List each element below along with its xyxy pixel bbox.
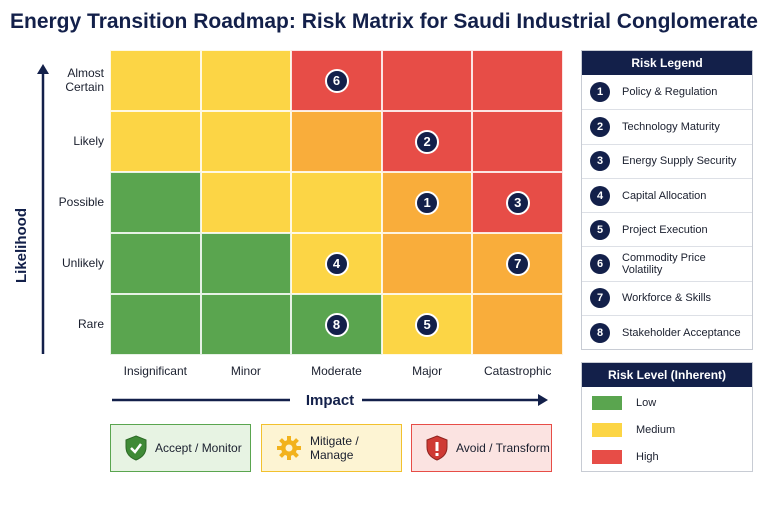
legend-row: 8 Stakeholder Acceptance: [582, 315, 752, 349]
risk-level-label: Low: [636, 396, 657, 409]
strategy-box: Mitigate / Manage: [261, 424, 402, 472]
legend-badge: 6: [590, 254, 610, 275]
legend-label: Commodity Price Volatility: [622, 252, 706, 277]
matrix-cell: [291, 111, 382, 172]
legend-row: 5 Project Execution: [582, 212, 752, 246]
legend-label: Energy Supply Security: [622, 155, 737, 168]
legend-badge: 7: [590, 288, 610, 309]
y-tick-label: Unlikely: [61, 256, 104, 270]
legend-badge: 1: [590, 82, 610, 103]
risk-level-row: High: [582, 443, 752, 470]
legend-row: 6 Commodity Price Volatility: [582, 246, 752, 280]
matrix-cell: [472, 50, 563, 111]
shield-alert-icon: [426, 435, 448, 461]
risk-level-label: Medium: [636, 423, 676, 436]
risk-level-title: Risk Level (Inherent): [582, 363, 752, 387]
risk-level-swatch: [592, 449, 622, 464]
matrix-cell: [472, 294, 563, 355]
x-axis-arrow: [112, 394, 548, 406]
legend-row: 7 Workforce & Skills: [582, 280, 752, 315]
legend-badge: 3: [590, 151, 610, 172]
matrix-cell: [200, 294, 292, 355]
risk-level-swatch: [592, 422, 622, 437]
matrix-cell: [200, 111, 292, 172]
risk-level-row: Medium: [582, 416, 752, 443]
gear-icon: [276, 435, 302, 461]
legend-badge: 8: [590, 322, 610, 343]
matrix-cell: [110, 50, 201, 111]
risk-matrix-grid: 1 2 3 4 5 6 7 8: [110, 50, 563, 355]
risk-marker[interactable]: 8: [324, 312, 349, 337]
legend-label: Workforce & Skills: [622, 292, 712, 305]
risk-marker[interactable]: 5: [415, 312, 440, 337]
y-tick-label: Almost Certain: [65, 66, 104, 94]
legend-label: Stakeholder Acceptance: [622, 326, 741, 339]
strategy-label: Avoid / Transform: [456, 441, 550, 455]
legend-row: 4 Capital Allocation: [582, 177, 752, 212]
x-tick-label: Insignificant: [123, 364, 187, 378]
matrix-cell: [381, 233, 473, 294]
legend-row: 2 Technology Maturity: [582, 109, 752, 143]
y-tick-label: Likely: [73, 134, 104, 148]
legend-row: 1 Policy & Regulation: [582, 75, 752, 109]
shield-check-icon: [125, 435, 147, 461]
y-tick-label: Rare: [77, 317, 104, 331]
matrix-cell: [200, 233, 292, 294]
risk-legend-panel: Risk Legend 1 Policy & Regulation 2 Technol…: [581, 50, 753, 351]
legend-badge: 5: [590, 219, 610, 240]
matrix-cell: [110, 294, 201, 355]
risk-level-swatch: [592, 395, 622, 410]
matrix-cell: [110, 233, 201, 294]
matrix-cell: [110, 111, 201, 172]
risk-marker[interactable]: 1: [415, 190, 440, 215]
legend-label: Capital Allocation: [622, 189, 707, 202]
risk-marker[interactable]: 2: [415, 129, 440, 154]
matrix-cell: [200, 172, 292, 233]
legend-badge: 4: [590, 185, 610, 206]
y-axis-arrow: [37, 64, 49, 354]
legend-badge: 2: [590, 116, 610, 137]
legend-label: Project Execution: [622, 223, 708, 236]
matrix-cell: [110, 172, 201, 233]
x-axis-title: Impact: [305, 392, 355, 409]
matrix-cell: [200, 50, 292, 111]
matrix-cell: [472, 111, 563, 172]
y-axis-title-text: Likelihood: [12, 207, 30, 283]
risk-level-row: Low: [582, 389, 752, 416]
x-tick-label: Major: [412, 364, 443, 378]
risk-marker[interactable]: 7: [505, 251, 530, 276]
risk-marker[interactable]: 4: [324, 251, 349, 276]
strategy-label: Mitigate / Manage: [310, 434, 359, 462]
legend-row: 3 Energy Supply Security: [582, 143, 752, 178]
matrix-cell: [381, 50, 473, 111]
x-tick-label: Catastrophic: [484, 364, 552, 378]
x-tick-label: Moderate: [311, 364, 362, 378]
legend-label: Policy & Regulation: [622, 86, 718, 99]
strategy-box: Accept / Monitor: [110, 424, 251, 472]
strategy-box: Avoid / Transform: [411, 424, 552, 472]
x-tick-label: Minor: [230, 364, 261, 378]
risk-legend-title: Risk Legend: [582, 51, 752, 75]
risk-marker[interactable]: 3: [505, 190, 530, 215]
legend-label: Technology Maturity: [622, 120, 720, 133]
y-tick-label: Possible: [58, 195, 104, 209]
page-title: Energy Transition Roadmap: Risk Matrix f…: [10, 10, 758, 33]
risk-level-panel: Risk Level (Inherent) Low Medium High: [581, 362, 753, 472]
risk-marker[interactable]: 6: [324, 68, 349, 93]
risk-level-label: High: [636, 450, 659, 463]
y-axis-title: Likelihood: [6, 195, 36, 295]
matrix-cell: [291, 172, 382, 233]
strategy-label: Accept / Monitor: [155, 441, 242, 455]
